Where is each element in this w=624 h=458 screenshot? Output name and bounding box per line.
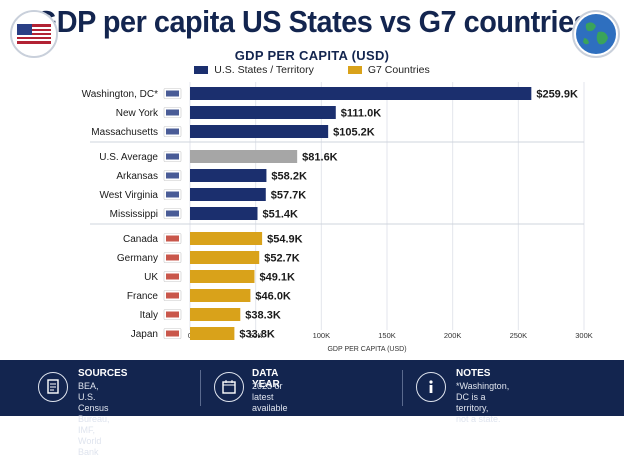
- category-label: Arkansas: [116, 171, 158, 182]
- legend-item-us-states: U.S. States / Territory: [194, 64, 314, 76]
- data-label: $111.0K: [341, 108, 381, 120]
- notes-heading: NOTES: [456, 368, 491, 379]
- data-label: $58.2K: [271, 171, 307, 183]
- data-year-heading: DATA YEAR: [252, 368, 280, 390]
- data-label: $52.7K: [264, 253, 300, 265]
- category-label: Germany: [117, 253, 158, 264]
- legend-item-g7: G7 Countries: [347, 64, 430, 76]
- chart-title: GDP PER CAPITA (USD): [234, 48, 390, 63]
- bar: [190, 270, 255, 283]
- globe-icon: [576, 14, 616, 54]
- data-year-text: 2023 or latest available: [252, 381, 288, 414]
- bar: [190, 327, 235, 340]
- data-label: $259.9K: [536, 89, 578, 101]
- france-flag-icon-fill: [166, 292, 179, 299]
- germany-flag-icon-fill: [166, 254, 179, 261]
- sources-line-1: BEA, U.S. Census Bureau,: [78, 381, 110, 424]
- x-axis-label: GDP PER CAPITA (USD): [327, 346, 406, 353]
- us-flag-icon-fill: [166, 153, 179, 160]
- data-label: $46.0K: [255, 291, 291, 303]
- footer-divider: [200, 370, 201, 406]
- legend-label-g7: G7 Countries: [367, 64, 430, 76]
- mississippi-shape-icon-fill: [166, 210, 179, 217]
- category-label: Mississippi: [110, 209, 158, 220]
- us-flag-badge: [10, 10, 58, 58]
- info-icon: [416, 372, 446, 402]
- category-label: UK: [144, 272, 158, 283]
- bar: [190, 207, 258, 220]
- legend: U.S. States / Territory G7 Countries: [0, 64, 624, 76]
- data-label: $54.9K: [267, 234, 303, 246]
- x-tick-label: 200K: [444, 331, 462, 340]
- bar: [190, 106, 336, 119]
- category-label: Italy: [140, 310, 158, 321]
- bar: [190, 308, 241, 321]
- sources-heading: SOURCES: [78, 368, 128, 379]
- category-label: Washington, DC*: [82, 89, 158, 100]
- notes-text: *Washington, DC is a territory, not a st…: [456, 381, 509, 425]
- bar: [190, 125, 329, 138]
- data-label: $38.3K: [245, 310, 281, 322]
- notes-line-1: *Washington, DC is a territory,: [456, 381, 510, 413]
- west-virginia-shape-icon-fill: [166, 191, 179, 198]
- data-label: $33.8K: [239, 329, 275, 341]
- category-label: New York: [116, 108, 159, 119]
- sources-line-2: IMF, World Bank: [78, 425, 102, 457]
- bar: [190, 289, 251, 302]
- sources-text: BEA, U.S. Census Bureau, IMF, World Bank: [78, 381, 110, 458]
- x-tick-label: 150K: [378, 331, 396, 340]
- italy-flag-icon-fill: [166, 311, 179, 318]
- uk-flag-icon-fill: [166, 273, 179, 280]
- bar: [190, 232, 263, 245]
- bar: [190, 150, 298, 163]
- page-title: GDP per capita US States vs G7 countries: [34, 4, 590, 39]
- legend-label-us: U.S. States / Territory: [214, 64, 314, 76]
- data-label: $49.1K: [259, 272, 295, 284]
- footer: SOURCES BEA, U.S. Census Bureau, IMF, Wo…: [0, 360, 624, 457]
- data-year-line-1: 2023 or latest available: [252, 381, 288, 413]
- x-tick-label: 300K: [575, 331, 593, 340]
- category-label: West Virginia: [99, 190, 158, 201]
- new-york-shape-icon-fill: [166, 109, 179, 116]
- bar: [190, 251, 260, 264]
- us-flag-icon: [12, 12, 56, 56]
- dc-flag-icon-fill: [166, 90, 179, 97]
- document-list-icon: [38, 372, 68, 402]
- x-tick-label: 50K: [249, 331, 262, 340]
- x-tick-label: 250K: [510, 331, 528, 340]
- data-label: $57.7K: [271, 190, 307, 202]
- category-label: Massachusetts: [91, 127, 158, 138]
- category-label: Canada: [123, 234, 158, 245]
- legend-swatch-g7: [347, 66, 362, 74]
- massachusetts-shape-icon-fill: [166, 128, 179, 135]
- data-label: $81.6K: [302, 152, 338, 164]
- canada-flag-icon-fill: [166, 235, 179, 242]
- bar: [190, 169, 267, 182]
- bar: [190, 87, 532, 100]
- japan-flag-icon-fill: [166, 330, 179, 337]
- globe-badge: [572, 10, 620, 58]
- bar: [190, 188, 266, 201]
- data-label: $105.2K: [333, 127, 375, 139]
- data-label: $51.4K: [263, 209, 299, 221]
- category-label: Japan: [131, 329, 158, 340]
- x-tick-label: 100K: [313, 331, 331, 340]
- arkansas-shape-icon-fill: [166, 172, 179, 179]
- footer-divider: [402, 370, 403, 406]
- calendar-icon: [214, 372, 244, 402]
- bar-chart: 050K100K150K200K250K300KGDP PER CAPITA (…: [82, 82, 593, 353]
- legend-swatch-us: [194, 66, 209, 74]
- category-label: U.S. Average: [99, 152, 158, 163]
- category-label: France: [127, 291, 159, 302]
